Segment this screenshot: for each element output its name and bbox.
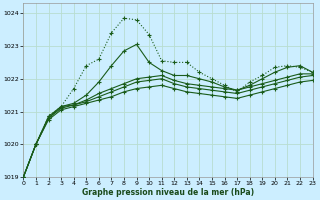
X-axis label: Graphe pression niveau de la mer (hPa): Graphe pression niveau de la mer (hPa) [82,188,254,197]
